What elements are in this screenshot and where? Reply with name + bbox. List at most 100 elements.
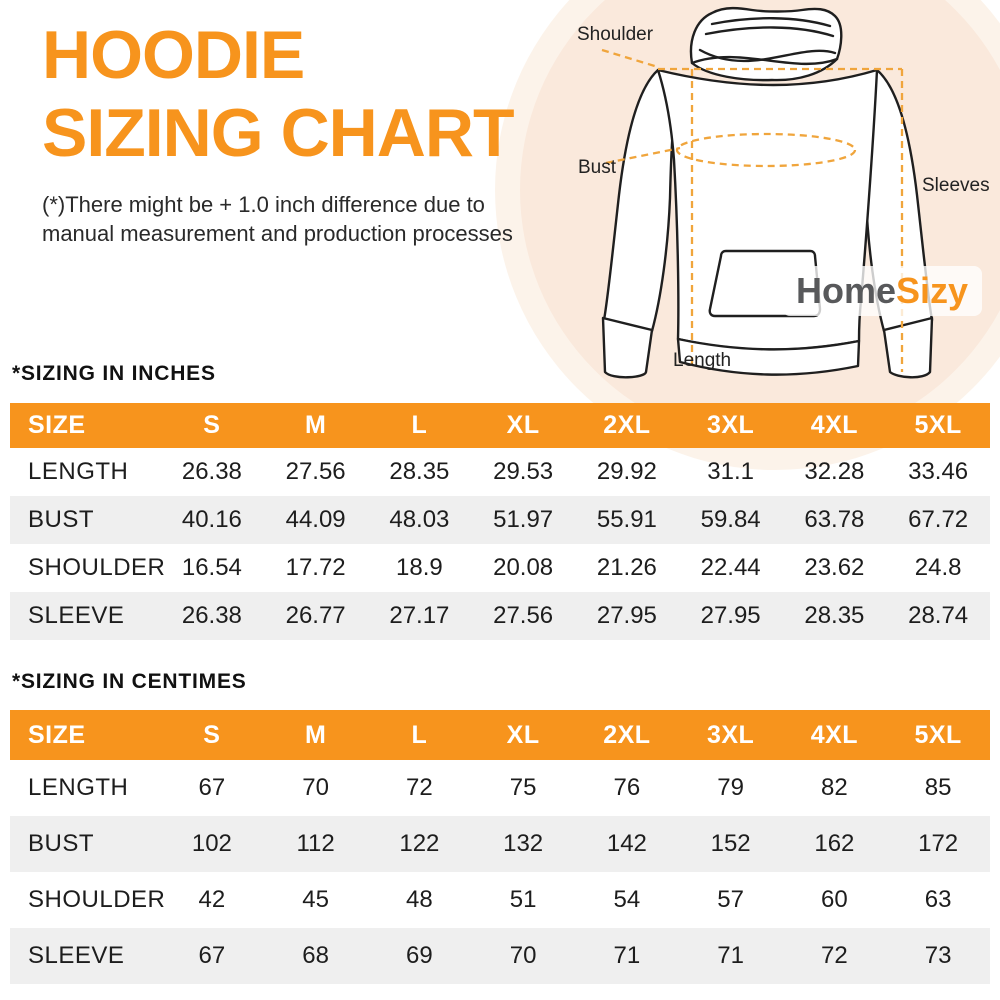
length-measure-label: Length: [673, 350, 732, 371]
size-value: 72: [406, 774, 433, 801]
size-value: 102: [191, 830, 232, 857]
hoodie-hood: [689, 6, 843, 82]
table-row-sleeve: SLEEVE 26.38 26.77 27.17 27.56 27.95 27.…: [10, 592, 990, 640]
size-value: 21.26: [596, 554, 657, 581]
size-value: 48: [406, 886, 433, 913]
size-value: 142: [606, 830, 647, 857]
size-value: 152: [710, 830, 751, 857]
size-value: 18.9: [396, 554, 443, 581]
column-header-s: S: [160, 710, 264, 760]
size-value: 82: [821, 774, 848, 801]
size-value: 55.91: [596, 506, 657, 533]
size-value: 51: [509, 886, 537, 913]
size-value: 28.35: [389, 458, 450, 485]
size-value: 26.77: [285, 602, 346, 629]
disclaimer-line2: manual measurement and production proces…: [42, 221, 513, 246]
size-value: 75: [509, 774, 537, 801]
table-header-row: SIZE S M L XL 2XL 3XL 4XL 5XL: [10, 403, 990, 448]
size-value: 23.62: [804, 554, 865, 581]
size-value: 69: [406, 942, 433, 969]
column-header-xl: XL: [471, 710, 575, 760]
row-label: BUST: [28, 506, 95, 533]
logo-home-text: Home: [796, 270, 897, 311]
hood-collar-flap-right: [698, 48, 837, 63]
row-label: SLEEVE: [28, 942, 125, 969]
size-value: 63: [924, 886, 952, 913]
table-row-bust: BUST 40.16 44.09 48.03 51.97 55.91 59.84…: [10, 496, 990, 544]
page-title-line2: SIZING CHART: [42, 95, 515, 171]
size-value: 42: [198, 886, 226, 913]
hood-fold-line-2: [704, 26, 835, 38]
measure-shoulder-leader: [601, 48, 659, 69]
table-row-length: LENGTH 67 70 72 75 76 79 82 85: [10, 760, 990, 816]
column-header-3xl: 3XL: [678, 403, 783, 448]
size-value: 112: [296, 830, 335, 857]
size-value: 32.28: [804, 458, 865, 485]
size-value: 59.84: [700, 506, 761, 533]
size-value: 20.08: [493, 554, 554, 581]
size-value: 17.72: [285, 554, 346, 581]
column-header-xl: XL: [471, 403, 575, 448]
size-value: 26.38: [181, 458, 242, 485]
row-label: LENGTH: [28, 774, 129, 801]
row-label: SHOULDER: [28, 886, 166, 913]
bust-measure-label: Bust: [578, 157, 617, 178]
size-value: 27.95: [596, 602, 657, 629]
section-title-inches: *SIZING IN INCHES: [12, 362, 216, 385]
size-value: 71: [717, 942, 744, 969]
size-value: 28.74: [908, 602, 969, 629]
size-value: 33.46: [908, 458, 969, 485]
logo-sizy-text: Sizy: [896, 270, 969, 311]
size-value: 70: [509, 942, 537, 969]
page-title-line1: HOODIE: [42, 17, 305, 93]
shoulder-measure-label: Shoulder: [577, 24, 654, 45]
size-value: 67: [198, 774, 226, 801]
size-value: 29.53: [493, 458, 554, 485]
measure-bust-ellipse: [675, 132, 857, 168]
table-row-shoulder: SHOULDER 16.54 17.72 18.9 20.08 21.26 22…: [10, 544, 990, 592]
sizing-table-inches: SIZE S M L XL 2XL 3XL 4XL 5XL LENGTH 26.…: [10, 403, 990, 640]
size-value: 60: [821, 886, 848, 913]
hood-collar-flap-left: [690, 55, 839, 66]
column-header-m: M: [263, 710, 368, 760]
hoodie-hem-band: [676, 337, 861, 376]
size-value: 72: [821, 942, 848, 969]
size-value: 26.38: [181, 602, 242, 629]
size-value: 22.44: [700, 554, 761, 581]
table-header-row: SIZE S M L XL 2XL 3XL 4XL 5XL: [10, 710, 990, 760]
size-value: 76: [613, 774, 641, 801]
column-header-3xl: 3XL: [678, 710, 783, 760]
disclaimer-text: (*)There might be + 1.0 inch difference …: [42, 190, 513, 248]
row-label: LENGTH: [28, 458, 129, 485]
column-header-size: SIZE: [10, 710, 160, 760]
size-value: 40.16: [181, 506, 242, 533]
column-header-5xl: 5XL: [886, 403, 990, 448]
row-label: BUST: [28, 830, 95, 857]
size-value: 85: [924, 774, 952, 801]
table-row-shoulder: SHOULDER 42 45 48 51 54 57 60 63: [10, 872, 990, 928]
size-value: 132: [503, 830, 544, 857]
size-value: 79: [717, 774, 744, 801]
column-header-5xl: 5XL: [886, 710, 990, 760]
size-value: 73: [924, 942, 952, 969]
column-header-4xl: 4XL: [782, 710, 887, 760]
table-row-length: LENGTH 26.38 27.56 28.35 29.53 29.92 31.…: [10, 448, 990, 496]
column-header-size: SIZE: [10, 403, 160, 448]
hoodie-right-cuff: [882, 316, 934, 379]
column-header-2xl: 2XL: [575, 710, 679, 760]
sizing-table-centimes: SIZE S M L XL 2XL 3XL 4XL 5XL LENGTH 67 …: [10, 710, 990, 984]
sleeves-measure-label: Sleeves: [922, 175, 990, 196]
size-value: 44.09: [285, 506, 346, 533]
size-value: 162: [814, 830, 855, 857]
size-value: 67: [198, 942, 226, 969]
size-value: 51.97: [493, 506, 554, 533]
size-value: 45: [302, 886, 329, 913]
disclaimer-line1: (*)There might be + 1.0 inch difference …: [42, 192, 485, 217]
column-header-s: S: [160, 403, 264, 448]
size-value: 122: [399, 830, 440, 857]
size-value: 16.54: [181, 554, 242, 581]
size-value: 67.72: [908, 506, 969, 533]
homesizy-logo: HomeSizy: [782, 266, 983, 316]
size-value: 48.03: [389, 506, 450, 533]
column-header-4xl: 4XL: [782, 403, 887, 448]
